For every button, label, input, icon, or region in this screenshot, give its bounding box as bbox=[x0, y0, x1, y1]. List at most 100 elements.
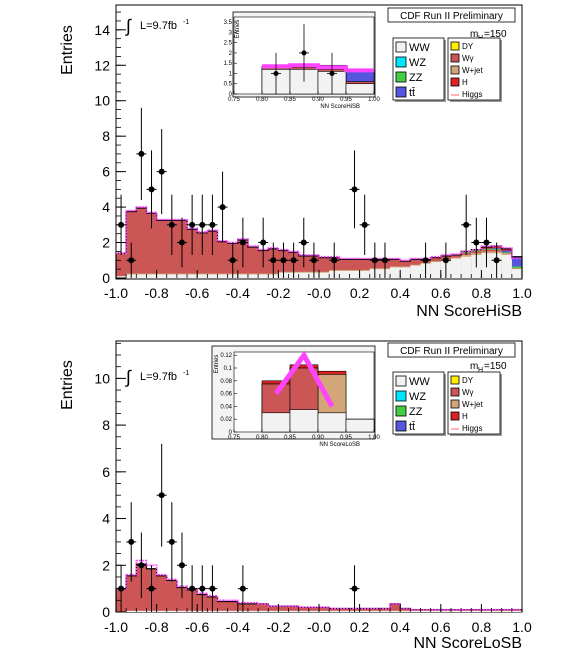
stack-bar-ww bbox=[247, 274, 259, 278]
stack-bar-w bbox=[349, 259, 360, 278]
stack-bar-ww bbox=[298, 272, 309, 278]
stack-bar-ww bbox=[430, 610, 441, 612]
stack-bar-ww bbox=[339, 270, 350, 278]
stack-bar-ww bbox=[501, 610, 512, 612]
stack-bar-ww bbox=[217, 610, 228, 612]
stack-bar-ww bbox=[319, 272, 330, 278]
stack-bar-ww bbox=[258, 610, 269, 612]
stack-bar-w bbox=[400, 608, 411, 612]
stack-bar-ww bbox=[461, 256, 472, 278]
stack-bar-w bbox=[298, 607, 309, 612]
data-point bbox=[148, 186, 155, 193]
stack-bar-ww bbox=[400, 267, 411, 278]
data-point bbox=[209, 585, 216, 592]
stack-bar-ww bbox=[217, 274, 228, 278]
stack-bar-ww bbox=[166, 610, 177, 612]
stack-bar-w bbox=[359, 608, 370, 612]
stack-bar-ww bbox=[501, 254, 512, 278]
mass-value: =150 bbox=[484, 29, 507, 40]
legend-swatch bbox=[395, 420, 407, 432]
inset-y-tick-label: 1.5 bbox=[224, 61, 233, 67]
legend-swatch bbox=[450, 387, 460, 397]
inset-y-tick-label: 0 bbox=[229, 430, 233, 436]
stack-bar-ww bbox=[369, 610, 380, 612]
data-point bbox=[290, 257, 297, 264]
stack-bar-ww bbox=[461, 610, 472, 612]
data-point bbox=[168, 538, 175, 545]
stack-bar-w bbox=[339, 608, 350, 612]
data-point bbox=[270, 257, 277, 264]
inset-data-point bbox=[301, 50, 307, 56]
x-axis-label: NN ScoreHiSB bbox=[416, 303, 522, 320]
stack-bar-ww bbox=[359, 270, 370, 278]
legend-swatch bbox=[395, 71, 407, 83]
x-tick-label: -0.6 bbox=[185, 619, 209, 635]
legend-swatch bbox=[450, 375, 460, 385]
inset-plot: 0.75 0.80 0.85 0.90 0.95 1.00 0 0.5 1 1.5 2 2.5 3 3.5… bbox=[224, 11, 380, 110]
legend-label: ZZ bbox=[409, 72, 423, 84]
y-tick-label: 6 bbox=[102, 464, 110, 480]
stack-bar-ww bbox=[379, 610, 391, 612]
x-tick-label: -0.6 bbox=[185, 285, 209, 301]
legend-label: Higgs bbox=[462, 90, 482, 99]
legend-label: ZZ bbox=[409, 406, 423, 418]
data-point bbox=[422, 257, 429, 264]
data-point bbox=[229, 257, 236, 264]
stack-bar-ww bbox=[156, 610, 167, 612]
x-tick-label: 0.6 bbox=[431, 619, 451, 635]
inset-y-tick-label: 0.04 bbox=[220, 404, 232, 410]
inset-y-tick-label: 2 bbox=[229, 51, 233, 57]
legend-swatch bbox=[450, 53, 460, 63]
data-point bbox=[442, 257, 449, 264]
y-tick-label: 12 bbox=[94, 57, 110, 73]
stack-bar-ww bbox=[288, 610, 299, 612]
data-point bbox=[209, 221, 216, 228]
inset-plot: 0.75 0.80 0.85 0.90 0.95 1.00 0 0.02 0.04 0.06 0.0… bbox=[211, 345, 380, 448]
inset-y-tick-label: 0.06 bbox=[220, 392, 232, 398]
data-point bbox=[189, 221, 196, 228]
data-point bbox=[239, 585, 246, 592]
legend-label: H bbox=[462, 78, 468, 87]
data-point bbox=[219, 204, 226, 211]
stack-bar-ww bbox=[450, 610, 462, 612]
inset-x-tick-label: 1.00 bbox=[368, 435, 380, 441]
stack-bar-ww bbox=[146, 274, 157, 278]
inset-stack-bar bbox=[289, 409, 319, 433]
x-tick-label: -0.4 bbox=[226, 619, 250, 635]
stack-bar-ww bbox=[308, 610, 319, 612]
x-tick-label: -0.2 bbox=[266, 619, 290, 635]
legend-label: W+jet bbox=[462, 66, 483, 75]
x-tick-label: 0.4 bbox=[390, 619, 410, 635]
stack-bar-ww bbox=[339, 610, 350, 612]
legend-label: WZ bbox=[409, 391, 426, 403]
inset-x-tick-label: 0.85 bbox=[284, 435, 296, 441]
stack-bar-ww bbox=[227, 610, 238, 612]
x-tick-label: -1.0 bbox=[104, 619, 128, 635]
legend-swatch bbox=[450, 41, 460, 51]
y-tick-label: 0 bbox=[102, 604, 110, 620]
stack-bar-w bbox=[379, 608, 391, 612]
inset-signal bbox=[262, 63, 374, 73]
stack-bar-ww bbox=[268, 610, 279, 612]
legend-swatch bbox=[395, 86, 407, 98]
inset-x-tick-label: 0.95 bbox=[340, 97, 352, 103]
legend-label: Higgs bbox=[462, 424, 482, 433]
stack-bar-w bbox=[329, 608, 340, 612]
legend-swatch bbox=[395, 405, 407, 417]
y-tick-label: 6 bbox=[102, 164, 110, 180]
data-point bbox=[168, 221, 175, 228]
inset-stack-bar bbox=[261, 412, 291, 433]
y-tick-label: 2 bbox=[102, 235, 110, 251]
x-tick-label: -0.8 bbox=[145, 619, 169, 635]
inset-x-tick-label: 0.90 bbox=[312, 97, 324, 103]
inset-x-tick-label: 0.80 bbox=[256, 97, 268, 103]
inset-stack-bar bbox=[345, 418, 375, 433]
stack-bar-ww bbox=[440, 610, 451, 612]
mass-subscript: H bbox=[478, 367, 483, 374]
stack-bar-ww bbox=[410, 265, 421, 278]
inset-data-point bbox=[273, 70, 279, 76]
inset-y-axis-label: Entries bbox=[214, 355, 220, 374]
legend-swatch bbox=[395, 375, 407, 387]
data-point bbox=[189, 585, 196, 592]
stack-bar-ww bbox=[511, 269, 522, 278]
